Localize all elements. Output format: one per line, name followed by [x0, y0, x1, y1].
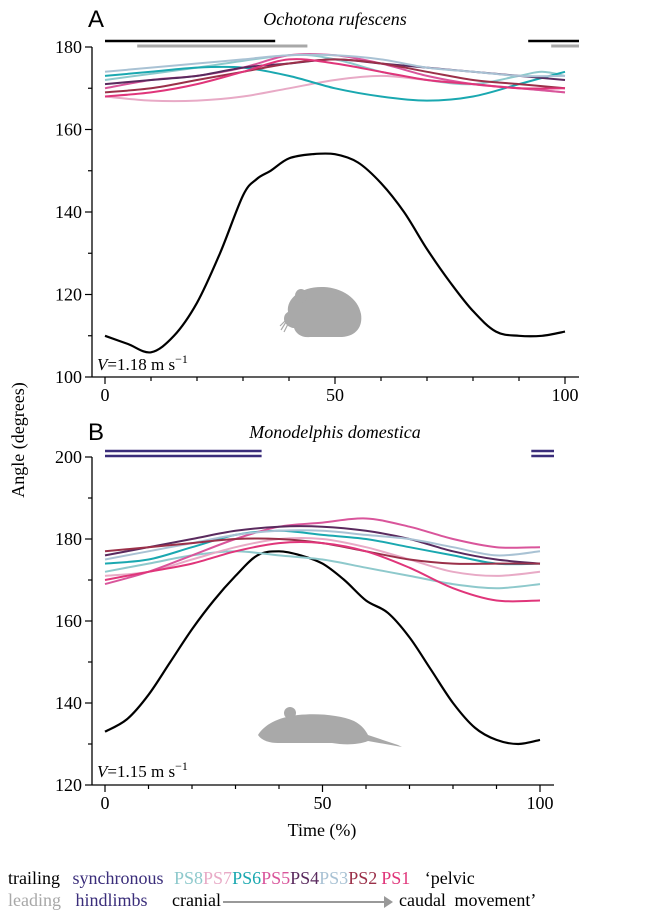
- legend-synchronous: synchronous: [72, 868, 164, 888]
- legend-ps4: PS4: [290, 868, 320, 888]
- opossum-silhouette-icon: [258, 707, 402, 747]
- series-line-black: [104, 550, 541, 746]
- legend-row-2: leading hindlimbs cranial caudal movement…: [8, 890, 536, 911]
- panel-title: Monodelphis domestica: [248, 422, 420, 442]
- panel-label: A: [88, 6, 104, 33]
- legend-ps2: PS2: [348, 868, 378, 888]
- x-axis-label: Time (%): [288, 820, 357, 841]
- x-tick-label: 50: [314, 793, 332, 813]
- legend-trailing: trailing: [8, 868, 60, 888]
- speed-label: V=1.18 m s−1: [97, 352, 188, 374]
- panel-a: 100 120 140 160 180 0 50 100 A Ochotona rufescens…: [55, 6, 579, 405]
- y-tick-label: 140: [55, 693, 82, 713]
- x-tick-label: 0: [101, 385, 110, 405]
- y-tick-label: 140: [55, 202, 82, 222]
- series-line-ps7: [104, 536, 541, 577]
- y-tick-label: 180: [55, 529, 82, 549]
- y-tick-label: 200: [55, 447, 82, 467]
- legend-leading: leading: [8, 890, 61, 910]
- series-line-black: [104, 152, 566, 354]
- x-tick-label: 50: [326, 385, 344, 405]
- y-tick-label: 160: [55, 611, 82, 631]
- panel-title: Ochotona rufescens: [263, 9, 406, 29]
- x-tick-label: 100: [552, 385, 579, 405]
- speed-label: V=1.15 m s−1: [97, 759, 188, 781]
- series-line-ps4: [104, 525, 541, 565]
- figure: 100 120 140 160 180 0 50 100 A Ochotona rufescens…: [8, 6, 579, 841]
- panel-b: 120 140 160 180 200 0 50 100 B Monodelphis domest…: [55, 419, 554, 813]
- legend-ps1: PS1: [381, 868, 411, 888]
- y-axis-label: Angle (degrees): [8, 382, 29, 497]
- series-line-ps6: [104, 529, 541, 566]
- y-tick-label: 160: [55, 120, 82, 140]
- legend-pelvic: ‘pelvic: [424, 868, 475, 888]
- x-tick-label: 100: [527, 793, 554, 813]
- series-line-ps1: [104, 541, 541, 603]
- series-line-ps8: [104, 550, 541, 590]
- series-line-ps5: [104, 517, 541, 586]
- legend-ps5: PS5: [261, 868, 291, 888]
- legend-ps8: PS8: [174, 868, 204, 888]
- series-line-ps6: [104, 65, 566, 102]
- series-line-ps3: [104, 53, 566, 78]
- legend-ps6: PS6: [232, 868, 262, 888]
- legend-movement: movement’: [454, 890, 537, 910]
- y-tick-label: 180: [55, 37, 82, 57]
- cranial-caudal-arrow: [222, 895, 393, 908]
- series-line-ps1: [104, 58, 566, 98]
- x-tick-label: 0: [101, 793, 110, 813]
- legend-row-1: trailing synchronous PS8PS7PS6PS5PS4PS3P…: [8, 868, 475, 889]
- legend-caudal: caudal: [398, 890, 446, 910]
- legend-cranial: cranial: [172, 890, 221, 910]
- y-tick-label: 120: [55, 775, 82, 795]
- panel-label: B: [88, 419, 104, 446]
- legend-ps3: PS3: [319, 868, 349, 888]
- series-line-ps3: [104, 529, 541, 561]
- legend-ps7: PS7: [203, 868, 233, 888]
- mouse-silhouette-icon: [279, 286, 362, 338]
- legend-hindlimbs: hindlimbs: [75, 890, 148, 910]
- series-line-ps2: [104, 58, 566, 94]
- y-tick-label: 100: [55, 367, 82, 387]
- y-tick-label: 120: [55, 285, 82, 305]
